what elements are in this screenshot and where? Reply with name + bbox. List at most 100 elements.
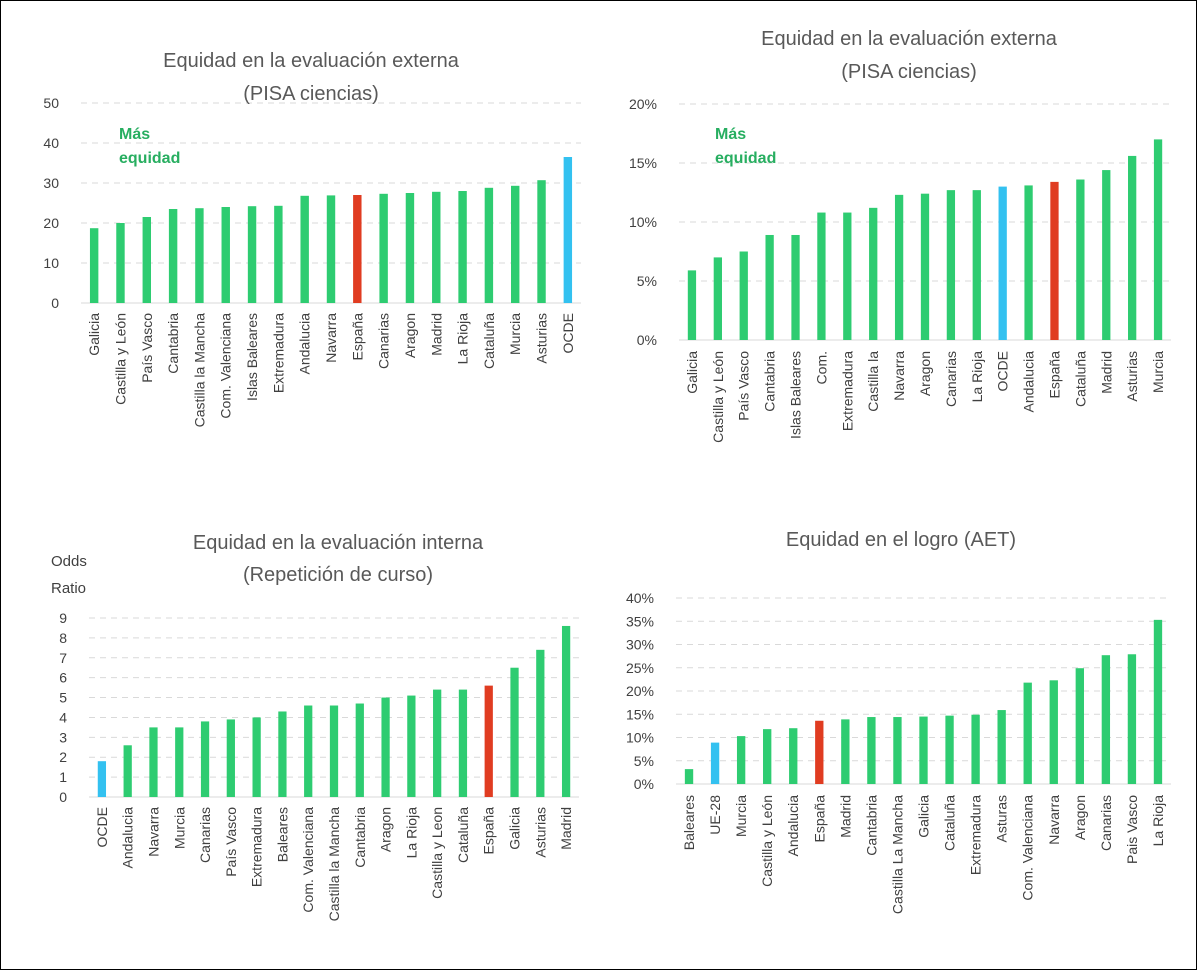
y-tick-label: 15% [629, 155, 657, 171]
x-tick-label: Canarias [197, 807, 213, 863]
x-tick-label: Aragon [378, 807, 394, 852]
x-tick-label: Asturias [1124, 351, 1140, 402]
bar [379, 193, 388, 303]
bar [894, 194, 904, 340]
bar [997, 710, 1006, 784]
bar [89, 228, 99, 303]
bar [458, 689, 468, 797]
x-tick-label: Madrid [837, 795, 853, 838]
x-tick-label: Cantabria [352, 807, 368, 868]
x-tick-label: UE-28 [707, 795, 723, 835]
bar [791, 234, 800, 340]
annotation-mas-equidad: Más [119, 126, 150, 143]
x-tick-label: Galicia [86, 313, 102, 356]
bar [1049, 680, 1058, 784]
bar [561, 625, 571, 797]
bar [433, 689, 442, 797]
y-tick-label: 7 [59, 650, 67, 666]
y-tick-label: 10 [43, 255, 59, 271]
bar [355, 703, 364, 797]
bar [432, 191, 441, 303]
bar [763, 729, 772, 784]
bar [713, 257, 722, 340]
y-tick-label: 2 [59, 749, 67, 765]
bar [1128, 155, 1137, 340]
y-tick-label: 8 [59, 630, 67, 646]
x-tick-label: OCDE [94, 807, 110, 847]
bar [893, 717, 902, 784]
chart-title: Equidad en la evaluación externa [761, 28, 1058, 50]
bar [998, 186, 1007, 340]
bar [123, 745, 132, 797]
bar [1024, 185, 1033, 340]
bar [247, 206, 257, 303]
x-tick-label: Murcia [507, 313, 523, 355]
y-tick-label: 5% [634, 753, 654, 769]
x-tick-label: Galicia [684, 351, 700, 394]
bar [484, 187, 494, 303]
bar [1153, 139, 1163, 340]
x-tick-label: Castilla la Mancha [326, 807, 342, 922]
x-tick-label: Asturias [532, 807, 548, 858]
x-tick-label: Navarra [323, 313, 339, 363]
chart-title: Equidad en el logro (AET) [786, 529, 1016, 551]
x-tick-label: España [481, 807, 497, 855]
x-tick-label: Castilla la Mancha [191, 313, 207, 428]
x-tick-label: Canarias [376, 313, 392, 369]
x-tick-label: Castilla y León [759, 795, 775, 887]
x-tick-label: Murcia [1150, 351, 1166, 393]
bar [817, 212, 826, 340]
bar [278, 711, 287, 797]
annotation-mas-equidad: equidad [715, 150, 776, 167]
bar [97, 761, 107, 797]
x-tick-label: Pais Vasco [1124, 795, 1140, 864]
x-tick-label: Canarias [1098, 795, 1114, 851]
x-tick-label: Cataluña [455, 807, 471, 863]
x-tick-label: Aragon [402, 313, 418, 358]
bar [946, 190, 956, 340]
y-tick-label: 5 [59, 690, 67, 706]
x-tick-label: Extremadura [270, 313, 286, 393]
x-tick-label: Aragon [1072, 795, 1088, 840]
bar [843, 212, 852, 340]
x-tick-label: Andalucia [120, 807, 136, 869]
bar [221, 207, 230, 303]
x-tick-label: Cantabria [165, 313, 181, 374]
x-tick-label: Galicia [507, 807, 523, 850]
chart-title: (Repetición de curso) [243, 564, 433, 586]
y-tick-label: 1 [59, 769, 67, 785]
x-tick-label: Castilla y León [710, 351, 726, 443]
x-tick-label: Murcia [171, 807, 187, 849]
bar [510, 667, 519, 797]
x-tick-label: La Rioja [455, 313, 471, 365]
chart-title: (PISA ciencias) [243, 83, 379, 105]
x-tick-label: País Vasco [139, 313, 155, 383]
y-tick-label: 0% [637, 332, 657, 348]
bar [329, 705, 339, 797]
x-tick-label: Extremadura [249, 807, 265, 887]
bar [687, 270, 697, 340]
bar [537, 180, 546, 303]
bar [736, 736, 746, 784]
y-tick-label: 30% [626, 637, 654, 653]
bar [739, 251, 748, 340]
x-tick-label: Navarra [891, 351, 907, 401]
bar [867, 717, 876, 784]
chart-repetition: 0 1 2 3 4 5 6 7 8 9 OCDE Andalucia Navarra Murcia Cana… [51, 532, 579, 921]
bar [274, 205, 283, 303]
bar [300, 195, 309, 303]
chart-aet: 0% 5% 10% 15% 20% 25% 30% 35% 40% Baleares UE-28 Mu… [626, 529, 1171, 914]
x-tick-label: Castilla La Mancha [889, 795, 905, 914]
x-tick-label: Canarias [943, 351, 959, 407]
bar [116, 223, 125, 303]
bar [381, 697, 390, 797]
x-tick-label: Navarra [1046, 795, 1062, 845]
y-tick-label: 4 [59, 709, 67, 725]
x-tick-label: La Rioja [403, 807, 419, 859]
bar [511, 185, 520, 303]
y-tick-label: 5% [637, 273, 657, 289]
x-tick-label: España [1046, 351, 1062, 399]
bar [407, 695, 416, 797]
y-tick-label: 20 [43, 215, 59, 231]
bar [1075, 668, 1084, 784]
